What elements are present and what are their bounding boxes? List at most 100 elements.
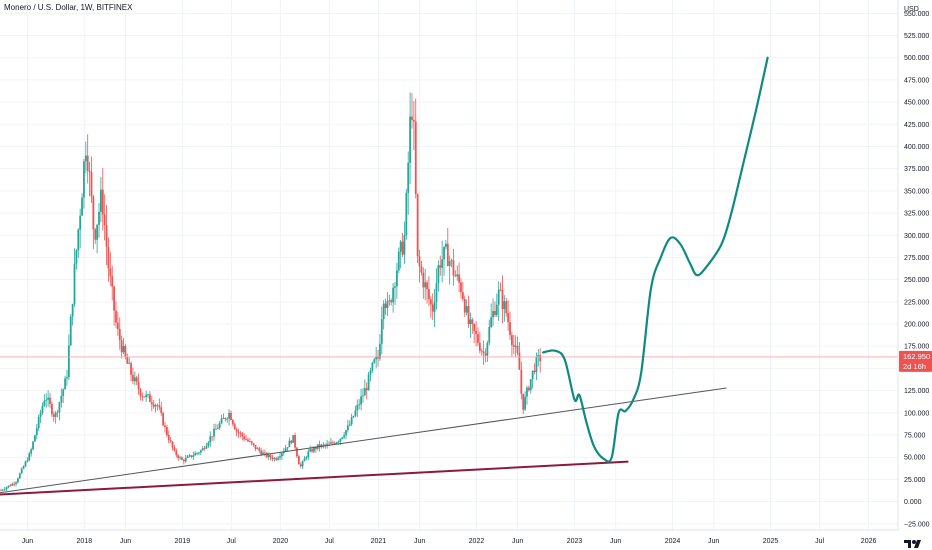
candle-body[interactable] (215, 428, 217, 430)
candle-body[interactable] (313, 447, 315, 452)
candle-body[interactable] (467, 306, 470, 325)
candle-body[interactable] (192, 455, 195, 457)
candle-body[interactable] (422, 272, 425, 288)
candle-body[interactable] (318, 444, 321, 448)
candle-body[interactable] (237, 431, 240, 433)
candle-body[interactable] (286, 447, 289, 449)
candle-body[interactable] (77, 229, 80, 251)
candle-body[interactable] (394, 286, 396, 288)
candle-body[interactable] (241, 433, 244, 437)
candle-body[interactable] (248, 441, 251, 442)
candle-body[interactable] (307, 451, 310, 458)
candle-body[interactable] (150, 401, 153, 405)
candle-body[interactable] (337, 441, 340, 443)
candle-body[interactable] (371, 362, 374, 371)
candle-body[interactable] (469, 319, 472, 325)
candle-body[interactable] (516, 345, 519, 353)
candle-body[interactable] (73, 263, 76, 305)
candle-body[interactable] (92, 196, 95, 230)
candle-body[interactable] (480, 350, 483, 352)
candle-body[interactable] (297, 456, 300, 465)
candle-body[interactable] (512, 345, 515, 347)
candle-body[interactable] (190, 455, 193, 457)
candle-body[interactable] (488, 326, 491, 343)
candle-body[interactable] (428, 289, 430, 300)
candle-body[interactable] (401, 241, 404, 255)
candle-body[interactable] (254, 444, 257, 450)
candle-body[interactable] (497, 289, 500, 305)
candle-body[interactable] (75, 250, 78, 264)
candle-body[interactable] (22, 466, 25, 469)
candle-body[interactable] (66, 377, 68, 379)
candle-body[interactable] (58, 402, 61, 413)
candle-body[interactable] (354, 410, 357, 417)
candle-body[interactable] (64, 378, 66, 390)
candle-body[interactable] (250, 441, 253, 444)
candle-body[interactable] (199, 450, 202, 453)
candle-body[interactable] (471, 319, 474, 324)
candle-body[interactable] (86, 155, 89, 171)
candle-body[interactable] (346, 425, 349, 431)
candle-body[interactable] (403, 235, 406, 255)
candle-body[interactable] (339, 438, 342, 442)
candle-body[interactable] (205, 445, 208, 449)
candle-body[interactable] (0, 490, 2, 491)
candle-body[interactable] (24, 461, 27, 467)
candle-body[interactable] (341, 437, 344, 439)
candle-body[interactable] (54, 412, 57, 417)
candle-body[interactable] (284, 448, 287, 452)
candle-body[interactable] (314, 447, 317, 449)
candle-body[interactable] (213, 428, 215, 437)
candle-body[interactable] (45, 399, 48, 401)
candle-body[interactable] (164, 425, 166, 427)
candle-body[interactable] (407, 162, 410, 193)
candle-body[interactable] (405, 192, 408, 236)
candle-body[interactable] (94, 229, 97, 240)
candle-body[interactable] (435, 283, 438, 303)
candle-body[interactable] (135, 377, 138, 382)
candle-body[interactable] (37, 416, 40, 429)
candle-body[interactable] (111, 276, 114, 287)
candle-body[interactable] (247, 439, 249, 442)
candle-body[interactable] (258, 448, 261, 451)
candle-body[interactable] (418, 256, 421, 267)
candle-body[interactable] (535, 356, 538, 373)
candle-body[interactable] (446, 243, 449, 266)
candle-body[interactable] (411, 116, 413, 120)
candle-body[interactable] (395, 270, 398, 287)
trendline-maroon[interactable] (0, 460, 629, 496)
candle-body[interactable] (103, 214, 106, 226)
candle-body[interactable] (34, 435, 36, 442)
candle-body[interactable] (113, 286, 115, 311)
candle-body[interactable] (348, 424, 351, 426)
candle-body[interactable] (196, 452, 198, 454)
candle-body[interactable] (299, 464, 302, 467)
candle-body[interactable] (416, 193, 419, 257)
candle-body[interactable] (231, 420, 234, 425)
candle-body[interactable] (478, 342, 481, 351)
candle-body[interactable] (445, 243, 447, 247)
candle-body[interactable] (492, 311, 494, 318)
candle-body[interactable] (265, 452, 268, 457)
candle-body[interactable] (482, 351, 485, 354)
candle-body[interactable] (537, 355, 540, 357)
candle-body[interactable] (69, 316, 72, 346)
candle-body[interactable] (412, 119, 415, 122)
candle-body[interactable] (96, 224, 99, 240)
candle-body[interactable] (182, 459, 185, 462)
candle-body[interactable] (431, 304, 434, 312)
candle-body[interactable] (35, 428, 38, 436)
candle-body[interactable] (388, 300, 391, 302)
candle-body[interactable] (379, 343, 381, 359)
candle-body[interactable] (484, 353, 487, 356)
candle-body[interactable] (390, 300, 393, 303)
candle-body[interactable] (158, 405, 161, 408)
candle-body[interactable] (107, 246, 110, 269)
candle-body[interactable] (386, 300, 389, 309)
candle-body[interactable] (510, 335, 513, 346)
candle-body[interactable] (50, 404, 53, 415)
candle-body[interactable] (303, 458, 306, 462)
candle-body[interactable] (343, 435, 346, 438)
candle-body[interactable] (139, 389, 142, 397)
